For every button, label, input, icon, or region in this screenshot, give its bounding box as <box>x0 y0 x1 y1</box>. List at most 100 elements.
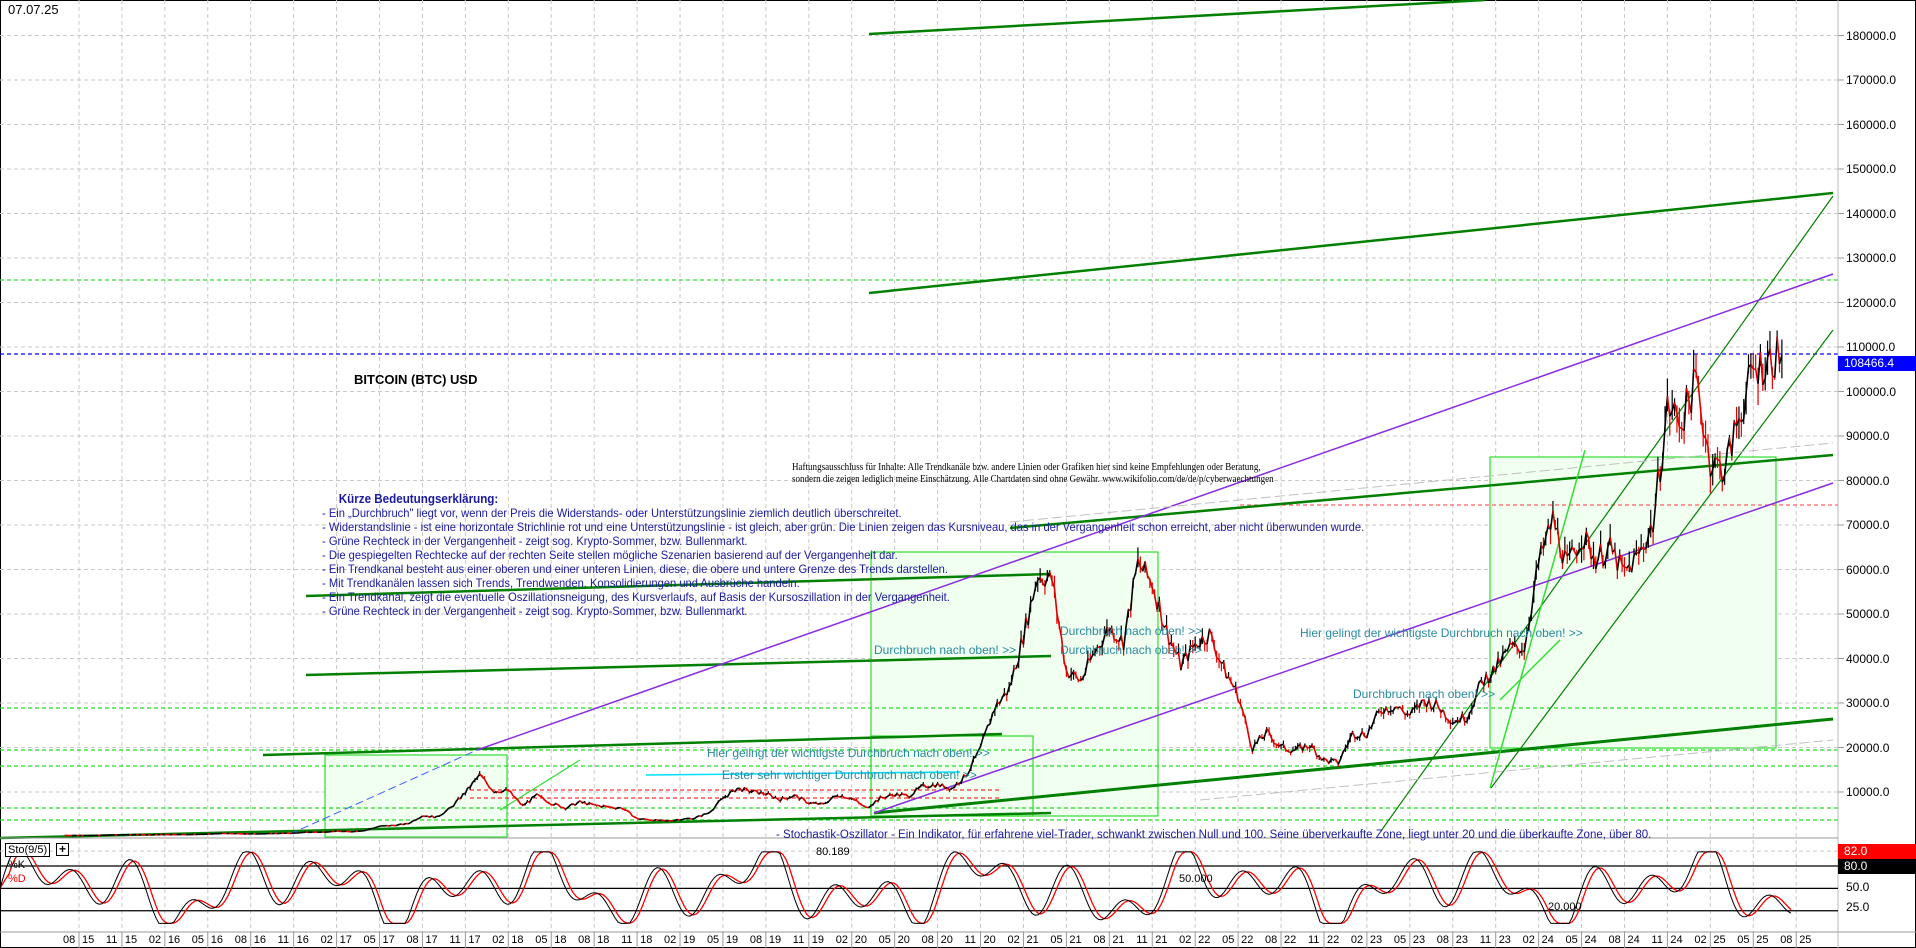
x-tick-label-month: 11 <box>792 934 805 946</box>
x-tick-label-month: 08 <box>1265 934 1278 946</box>
price-segment <box>827 799 831 803</box>
price-segment <box>1053 587 1058 613</box>
channel-line <box>1499 639 1561 701</box>
breakout-annotation: Durchbruch nach oben! >> <box>1060 624 1203 638</box>
x-tick-label-year: 20 <box>940 934 953 946</box>
indicator-label[interactable]: Sto(9/5) <box>5 843 51 857</box>
price-segment <box>987 723 991 727</box>
trend-line-purple <box>873 482 1834 814</box>
price-segment <box>567 804 571 808</box>
x-tick-label-year: 21 <box>1026 934 1039 946</box>
channel-line <box>1380 195 1834 832</box>
price-segment <box>529 796 533 803</box>
x-tick-label-month: 02 <box>320 934 333 946</box>
price-segment <box>464 787 469 794</box>
x-tick-label-month: 08 <box>406 934 419 946</box>
x-tick-label-year: 23 <box>1369 934 1383 946</box>
breakout-annotation: Durchbruch nach oben! >> <box>874 643 1017 657</box>
price-segment <box>1435 700 1440 708</box>
price-segment <box>898 793 903 797</box>
first-breakout-annotation: Erster sehr wichtiger Durchbruch nach ob… <box>722 768 977 782</box>
chart-date: 07.07.25 <box>8 2 59 17</box>
price-segment <box>1595 558 1600 570</box>
price-segment <box>455 798 459 803</box>
price-segment <box>1707 446 1712 477</box>
x-tick-label-month: 02 <box>1522 934 1535 946</box>
price-segment <box>965 772 970 778</box>
x-tick-label-year: 22 <box>1326 934 1340 946</box>
price-segment <box>1101 635 1106 647</box>
x-tick-label-month: 11 <box>277 934 290 946</box>
x-tick-label-year: 25 <box>1713 934 1726 946</box>
level-50-label: 50.000 <box>1179 873 1213 885</box>
x-tick-label-month: 02 <box>835 934 848 946</box>
x-tick-label-year: 20 <box>897 934 910 946</box>
price-segment <box>1731 421 1735 457</box>
price-segment <box>1609 537 1614 553</box>
trend-line <box>1009 453 1834 530</box>
price-segment <box>1337 758 1342 765</box>
price-segment <box>1282 743 1287 751</box>
disclaimer: Haftungsausschluss für Inhalte: Alle Tre… <box>792 462 1274 486</box>
x-tick-label-month: 02 <box>1350 934 1364 946</box>
price-segment <box>1482 673 1487 686</box>
x-tick-label-year: 23 <box>1412 934 1426 946</box>
price-segment <box>1654 470 1659 505</box>
x-tick-label-year: 23 <box>1498 934 1511 946</box>
x-tick-label-month: 11 <box>105 934 118 946</box>
legend-line: - Ein Trendkanal, zeigt die eventuelle O… <box>322 590 950 604</box>
price-segment <box>977 746 982 752</box>
x-tick-label-month: 11 <box>449 934 461 946</box>
current-price-badge: 108466.4 <box>1838 356 1916 371</box>
chart-title: BITCOIN (BTC) USD <box>354 372 478 387</box>
x-tick-label-month: 11 <box>964 934 976 946</box>
price-segment <box>946 787 951 791</box>
price-segment <box>1452 721 1456 725</box>
y-tick-label: 20000.0 <box>1846 740 1890 755</box>
price-segment <box>841 795 846 799</box>
price-segment <box>395 823 399 827</box>
x-tick-label-year: 18 <box>511 934 524 946</box>
x-tick-label-year: 18 <box>640 934 653 946</box>
price-segment <box>376 825 380 828</box>
price-segment <box>765 792 769 796</box>
price-segment <box>536 793 540 797</box>
y-tick-label: 60000.0 <box>1846 562 1890 577</box>
legend-line: - Ein „Durchbruch" liegt vor, wenn der P… <box>322 506 902 520</box>
x-tick-label-month: 05 <box>1222 934 1235 946</box>
y-tick-label: 160000.0 <box>1846 117 1897 132</box>
x-tick-label-month: 02 <box>148 934 162 946</box>
x-tick-label-year: 21 <box>1112 934 1125 946</box>
price-segment <box>1549 510 1554 530</box>
y-tick-label: 80000.0 <box>1846 473 1890 488</box>
x-tick-label-month: 08 <box>1436 934 1449 946</box>
price-segment <box>1523 635 1528 653</box>
price-segment <box>751 789 755 793</box>
x-tick-label-year: 18 <box>554 934 567 946</box>
price-segment <box>1304 744 1308 749</box>
x-tick-label-month: 05 <box>1393 934 1407 946</box>
x-tick-label-month: 11 <box>1307 934 1320 946</box>
stoch-k-line <box>0 851 1792 924</box>
price-segment <box>774 796 779 800</box>
y-tick-label: 100000.0 <box>1846 384 1897 399</box>
x-tick-label-month: 08 <box>1780 934 1793 946</box>
trend-line-purple-dashed <box>289 749 478 835</box>
x-tick-label-year: 19 <box>768 934 782 946</box>
price-segment <box>388 824 392 827</box>
price-segment <box>448 806 452 809</box>
price-segment <box>509 791 514 797</box>
price-segment <box>1773 336 1778 378</box>
x-tick-label-month: 08 <box>234 934 247 946</box>
x-tick-label-month: 05 <box>535 934 548 946</box>
highlight-line <box>645 771 961 776</box>
most-important-breakout-annotation: Hier gelingt der wichtigste Durchbruch n… <box>1300 626 1583 640</box>
price-segment <box>576 800 581 804</box>
y-tick-label: 140000.0 <box>1846 206 1897 221</box>
x-tick-label-month: 08 <box>921 934 934 946</box>
price-segment <box>1017 638 1022 662</box>
y-tick-label: 40000.0 <box>1846 651 1890 666</box>
breakout-annotation: Durchbruch nach oben! >> <box>1353 687 1496 701</box>
indicator-expand-button[interactable]: + <box>56 843 69 856</box>
